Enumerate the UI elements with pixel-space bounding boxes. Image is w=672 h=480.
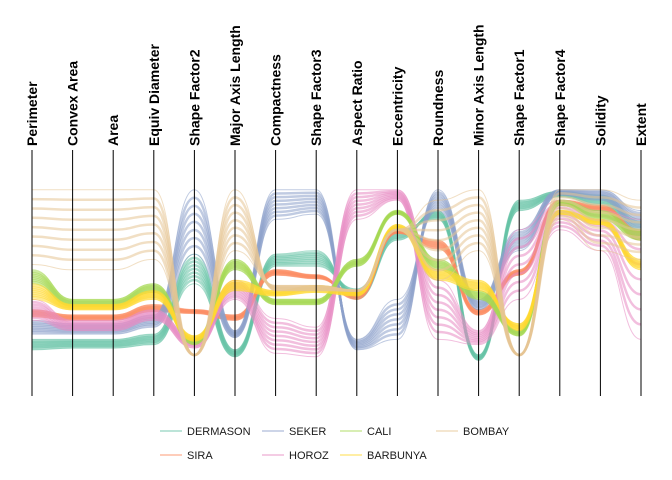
axis-label: Major Axis Length — [227, 25, 243, 146]
axis-label: Shape Factor2 — [186, 49, 202, 146]
axis-label: Extent — [633, 103, 649, 146]
axis-label: Eccentricity — [389, 66, 405, 146]
legend-label: SIRA — [187, 450, 213, 462]
legend-label: BARBUNYA — [367, 450, 427, 462]
legend-item-seker: SEKER — [262, 426, 326, 438]
legend-label: SEKER — [289, 426, 326, 438]
legend-item-cali: CALI — [340, 426, 391, 438]
axis-label: Roundness — [430, 70, 446, 146]
legend-item-bombay: BOMBAY — [436, 426, 510, 438]
axis-label: Shape Factor4 — [552, 49, 568, 146]
series-lines — [31, 189, 642, 361]
axis-label: Compactness — [268, 54, 284, 146]
axis-label: Convex Area — [65, 61, 81, 146]
legend-label: DERMASON — [187, 426, 251, 438]
legend-item-horoz: HOROZ — [262, 450, 329, 462]
legend-label: HOROZ — [289, 450, 329, 462]
axis-label: Equiv Diameter — [146, 44, 162, 146]
legend-label: BOMBAY — [463, 426, 510, 438]
legend-item-sira: SIRA — [160, 450, 213, 462]
axis-label: Aspect Ratio — [349, 60, 365, 146]
axis-label: Solidity — [592, 95, 608, 146]
legend-item-barbunya: BARBUNYA — [340, 450, 427, 462]
legend: DERMASON SIRA SEKER HOROZ CALI BARBUNYA BOMBAY — [160, 426, 510, 462]
axis-label: Minor Axis Length — [471, 24, 487, 146]
legend-label: CALI — [367, 426, 391, 438]
axes: Perimeter Convex Area Area Equiv Diameter Sh… — [24, 24, 649, 396]
axis-label: Shape Factor1 — [511, 49, 527, 146]
legend-item-dermason: DERMASON — [160, 426, 251, 438]
axis-label: Area — [105, 115, 121, 146]
axis-label: Shape Factor3 — [308, 49, 324, 146]
axis-label: Perimeter — [24, 81, 40, 146]
